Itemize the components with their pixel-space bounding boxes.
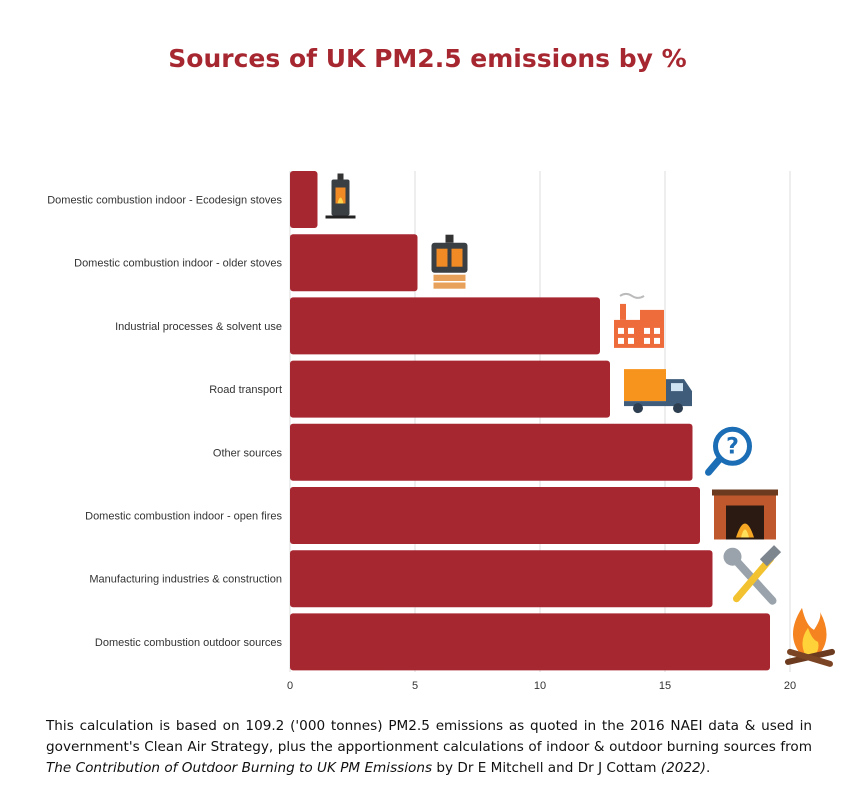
bar [290,360,610,418]
x-tick-label: 5 [412,680,418,692]
wood-stove-icon [431,234,468,289]
source-caption: This calculation is based on 109.2 ('000… [46,716,812,779]
fireplace-icon [712,489,778,540]
x-tick-label: 20 [784,680,796,692]
caption-paper-title: The Contribution of Outdoor Burning to U… [46,760,433,776]
category-label: Domestic combustion outdoor sources [95,637,283,649]
svg-text:?: ? [726,434,739,459]
category-label: Other sources [213,447,283,459]
category-label: Road transport [209,384,282,396]
factory-icon [614,292,664,348]
category-label: Domestic combustion indoor - older stove… [74,258,282,270]
magnifier-question-icon: ? [705,426,752,476]
category-label: Manufacturing industries & construction [89,574,282,586]
truck-icon [624,369,692,414]
bar [290,423,693,481]
bar [290,613,770,671]
caption-text-2: by Dr E Mitchell and Dr J Cottam [432,760,661,776]
caption-year: (2022) [660,760,706,776]
category-label: Domestic combustion indoor - open fires [85,511,282,523]
category-label: Industrial processes & solvent use [115,321,282,333]
bar [290,171,318,228]
hammer-wrench-icon [723,545,782,605]
bar [290,234,418,292]
caption-text-1: This calculation is based on 109.2 ('000… [46,718,812,755]
caption-end: . [705,760,711,776]
x-tick-label: 0 [287,680,293,692]
x-tick-label: 10 [534,680,546,692]
category-label: Domestic combustion indoor - Ecodesign s… [47,195,282,207]
campfire-icon [785,607,835,667]
x-tick-label: 15 [659,680,671,692]
bar [290,550,713,608]
bar [290,297,600,355]
chart-title: Sources of UK PM2.5 emissions by % [168,44,687,73]
bar-chart: 0 5 10 15 20 Domestic combustion indoor - Eco… [47,171,835,692]
bar [290,487,700,544]
ecodesign-stove-icon [325,173,356,219]
